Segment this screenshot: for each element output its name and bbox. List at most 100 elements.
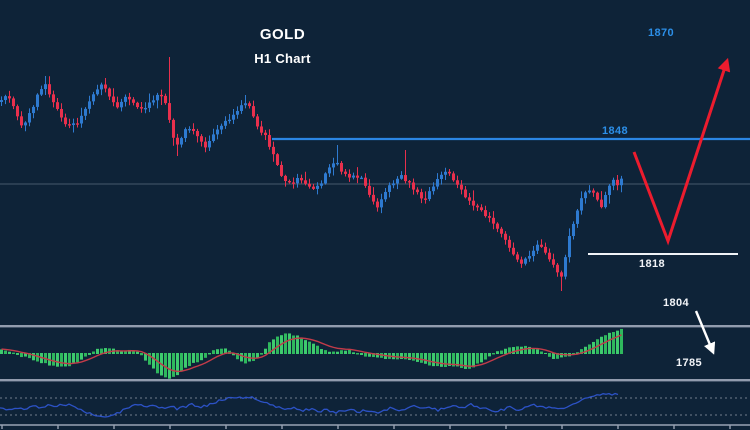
- candle: [340, 160, 343, 175]
- candle: [100, 82, 103, 96]
- candle: [260, 120, 263, 136]
- candle: [148, 93, 151, 113]
- candle: [316, 182, 319, 195]
- candle: [600, 191, 603, 209]
- candle: [40, 85, 43, 97]
- candle: [284, 174, 287, 187]
- candle: [548, 248, 551, 262]
- candle: [356, 167, 359, 184]
- candle: [536, 240, 539, 255]
- candle: [220, 123, 223, 135]
- candle: [564, 254, 567, 280]
- candle: [616, 175, 619, 191]
- candle: [176, 133, 179, 157]
- candle: [580, 191, 583, 215]
- candle: [0, 96, 3, 106]
- candle: [152, 95, 155, 106]
- candle: [552, 253, 555, 268]
- candle: [136, 101, 139, 109]
- candle: [36, 93, 39, 111]
- candle: [512, 242, 515, 256]
- candle: [104, 78, 107, 93]
- candle: [56, 98, 59, 111]
- candle: [8, 90, 11, 103]
- candle: [188, 126, 191, 133]
- candle: [76, 117, 79, 128]
- candle: [272, 141, 275, 162]
- candle: [388, 182, 391, 198]
- candle: [544, 242, 547, 255]
- candle: [72, 118, 75, 133]
- candle: [352, 172, 355, 180]
- candle: [380, 193, 383, 214]
- candle: [528, 250, 531, 262]
- candle: [116, 96, 119, 109]
- candle: [516, 251, 519, 263]
- candle: [244, 95, 247, 109]
- horizontal-level-lines: [272, 137, 750, 255]
- candle: [132, 97, 135, 106]
- candle: [416, 187, 419, 195]
- candle: [292, 177, 295, 189]
- candle: [604, 191, 607, 209]
- candle: [276, 153, 279, 167]
- candle: [28, 108, 31, 127]
- candle: [160, 89, 163, 105]
- candle: [396, 176, 399, 190]
- candle: [472, 190, 475, 211]
- candle: [456, 175, 459, 189]
- candle: [144, 102, 147, 114]
- candle: [228, 113, 231, 124]
- candle: [268, 129, 271, 150]
- candle: [592, 188, 595, 197]
- candle: [308, 178, 311, 189]
- candle: [196, 128, 199, 143]
- candle: [112, 88, 115, 107]
- candle: [212, 128, 215, 143]
- candle: [256, 113, 259, 130]
- candle: [436, 173, 439, 190]
- candle: [500, 226, 503, 238]
- candle: [584, 190, 587, 204]
- candle: [372, 187, 375, 205]
- candle: [448, 169, 451, 176]
- candle: [440, 171, 443, 185]
- candle: [80, 107, 83, 128]
- candle: [508, 235, 511, 252]
- candle: [576, 208, 579, 228]
- candle: [428, 187, 431, 202]
- candle: [364, 173, 367, 188]
- candle: [16, 104, 19, 121]
- candle: [468, 192, 471, 206]
- candle: [52, 90, 55, 108]
- candle: [496, 222, 499, 233]
- candle: [300, 174, 303, 184]
- candle: [332, 157, 335, 176]
- candle: [460, 180, 463, 195]
- candle: [140, 101, 143, 113]
- candle: [92, 91, 95, 105]
- candle: [60, 103, 63, 122]
- candle: [488, 212, 491, 223]
- drawn-arrows: [632, 57, 731, 355]
- candle: [96, 84, 99, 96]
- candle: [560, 270, 563, 291]
- candle: [12, 96, 15, 110]
- candles-group: [0, 57, 623, 291]
- candle: [44, 76, 47, 96]
- candle: [336, 145, 339, 166]
- candle: [120, 98, 123, 112]
- candle: [200, 134, 203, 147]
- candle: [204, 137, 207, 153]
- macd-signal-line: [1, 334, 622, 373]
- candle: [392, 180, 395, 189]
- candle: [216, 124, 219, 140]
- candle: [20, 111, 23, 128]
- candle: [192, 123, 195, 135]
- white-down-arrow: [694, 310, 716, 355]
- candle: [288, 179, 291, 184]
- candle: [124, 94, 127, 107]
- candle: [304, 171, 307, 186]
- candle: [280, 161, 283, 178]
